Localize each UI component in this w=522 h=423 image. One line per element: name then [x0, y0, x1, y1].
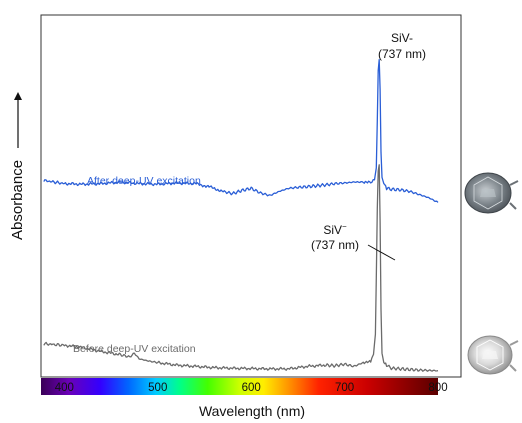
y-axis-label: Absorbance — [9, 160, 26, 240]
before-series-label: Before deep-UV excitation — [73, 343, 196, 355]
diamond-after-excitation-photo — [464, 172, 519, 214]
annotation-top-line2: (737 nm) — [378, 47, 426, 61]
x-tick-label: 800 — [428, 382, 447, 394]
x-tick-label: 600 — [242, 382, 261, 394]
after-series-label: After deep-UV excitation — [87, 175, 201, 187]
annotation-top: SiV- (737 nm) — [378, 31, 426, 61]
plot-area — [40, 14, 462, 378]
x-axis-label: Wavelength (nm) — [199, 403, 305, 419]
annotation-top-line1: SiV- — [391, 31, 413, 45]
annotation-leader-line — [367, 244, 396, 261]
x-tick-label: 700 — [335, 382, 354, 394]
diamond-before-excitation-photo — [467, 335, 519, 375]
annotation-bottom-main: SiV — [323, 223, 342, 237]
annotation-bottom: SiV− (737 nm) — [311, 222, 396, 261]
annotation-bottom-sup: − — [342, 222, 347, 231]
x-axis: 400 500 600 700 800 Wavelength (nm) — [41, 378, 448, 419]
spectrum-colorbar — [41, 378, 438, 395]
series-line-before — [43, 164, 439, 372]
y-axis-arrow-head — [14, 92, 22, 100]
x-tick-label: 500 — [148, 382, 167, 394]
annotation-bottom-line1: SiV− — [323, 222, 347, 237]
annotation-bottom-line2: (737 nm) — [311, 238, 359, 252]
y-axis: Absorbance — [9, 92, 26, 240]
x-tick-label: 400 — [55, 382, 74, 394]
series-line-after — [43, 58, 439, 203]
